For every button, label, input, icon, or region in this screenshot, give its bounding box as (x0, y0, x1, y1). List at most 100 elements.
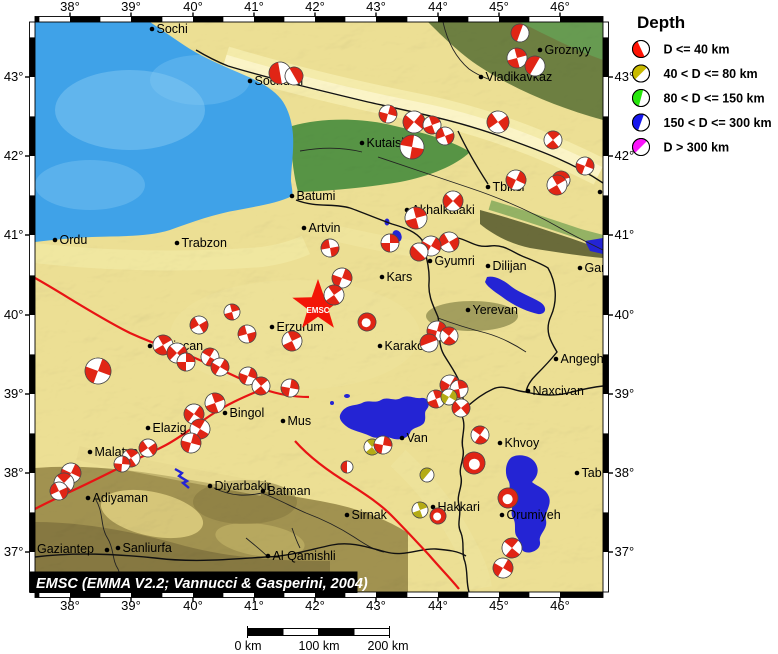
city-dot (260, 488, 266, 494)
legend-label: 40 < D <= 80 km (664, 67, 758, 81)
city-label: Batumi (297, 189, 336, 203)
axis-label-right: 41° (615, 227, 635, 242)
focal-mechanism (543, 130, 563, 150)
frame-segment (603, 512, 609, 552)
focal-mechanism (470, 425, 490, 445)
frame-segment (193, 16, 224, 22)
frame-segment (131, 592, 163, 598)
frame-segment (70, 592, 101, 598)
frame-segment (438, 592, 469, 598)
legend-title: Depth (637, 13, 685, 32)
axis-label-top: 42° (305, 0, 325, 14)
city-label: Bingol (230, 406, 265, 420)
axis-label-bottom: 38° (60, 598, 80, 613)
focal-mechanism (409, 242, 429, 262)
city-label: Sochi (157, 22, 188, 36)
lake-van (339, 396, 429, 440)
axis-label-bottom: 43° (366, 598, 386, 613)
city-dot (269, 324, 275, 330)
frame-segment (29, 195, 35, 235)
city-label: Erzurum (277, 320, 324, 334)
focal-mechanism (422, 115, 442, 135)
city-dot (247, 78, 253, 84)
ataturk-reservoir (174, 467, 190, 489)
city-label: Sanliurfa (123, 541, 172, 555)
scale-bar: 0 km 100 km 200 km (234, 626, 409, 653)
city-dot (485, 184, 491, 190)
focal-mechanism (378, 104, 398, 124)
focal-mechanism (280, 378, 300, 398)
city-label: Sirnak (352, 508, 388, 522)
frame-segment (29, 433, 35, 473)
city-dot (222, 410, 228, 416)
focal-mechanism (435, 126, 455, 146)
star-layer: EMSC (292, 279, 344, 328)
frame-segment (603, 37, 609, 77)
axis-label-bottom: 45° (489, 598, 509, 613)
focal-mechanisms-layer (49, 23, 595, 579)
legend-label: 80 < D <= 150 km (664, 92, 765, 106)
city-dot (145, 425, 151, 431)
axis-label-right: 37° (615, 544, 635, 559)
city-dot (478, 74, 484, 80)
frame-segment (499, 592, 530, 598)
city-dot (574, 470, 580, 476)
city-label: Elazig (153, 421, 187, 435)
city-dot (52, 237, 58, 243)
city-dot (265, 553, 271, 559)
city-dot (377, 343, 383, 349)
focal-mechanism (373, 435, 393, 455)
city-dot (597, 189, 603, 195)
lake-sevan (485, 276, 546, 315)
frame-segment (603, 354, 609, 394)
focal-mechanism (49, 481, 69, 501)
axis-label-left: 42° (4, 148, 24, 163)
city-dot (430, 504, 436, 510)
city-dot (553, 356, 559, 362)
city-dot (359, 140, 365, 146)
focal-mechanism (462, 451, 486, 475)
frame-segment (499, 16, 530, 22)
legend-label: 150 < D <= 300 km (664, 116, 772, 130)
frame-segment (376, 592, 408, 598)
city-dot (499, 512, 505, 518)
city-dot (525, 388, 531, 394)
focal-mechanism (166, 342, 188, 364)
focal-mechanism (113, 455, 131, 473)
city-label: Ganca (585, 261, 622, 275)
city-label: Artvin (309, 221, 341, 235)
focal-mechanism (176, 352, 196, 372)
focal-mechanism (546, 174, 568, 196)
axis-label-right: 42° (615, 148, 635, 163)
focal-mechanism (402, 110, 426, 134)
lakes (174, 218, 603, 553)
city-dot (427, 258, 433, 264)
focal-mechanism (419, 333, 439, 353)
focal-mechanism (210, 357, 230, 377)
city-label: Ordu (60, 233, 88, 247)
axis-label-bottom: 40° (183, 598, 203, 613)
axis-label-top: 44° (428, 0, 448, 14)
city-dot (147, 343, 153, 349)
lake-urmia (505, 455, 550, 553)
frame-segment (29, 116, 35, 156)
frame-segment (29, 354, 35, 394)
focal-mechanism (323, 284, 345, 306)
depth-legend: Depth D <= 40 km 40 < D <= 80 km 80 < D <=… (632, 13, 772, 156)
sea-streaks (35, 55, 250, 210)
axis-label-bottom: 44° (428, 598, 448, 613)
focal-mechanism (497, 487, 519, 509)
city-label: Batman (268, 484, 311, 498)
city-dot (174, 240, 180, 246)
focal-mechanism (524, 55, 546, 77)
focal-mechanism (510, 23, 530, 43)
city-label: Orumiyeh (507, 508, 561, 522)
city-label: Adiyaman (93, 491, 149, 505)
city-label: Dilijan (493, 259, 527, 273)
city-dot (379, 274, 385, 280)
focal-mechanism (284, 66, 304, 86)
axis-label-top: 41° (244, 0, 264, 14)
city-label: Yerevan (473, 303, 518, 317)
legend-swatch (632, 40, 650, 58)
focal-mechanism (180, 432, 202, 454)
